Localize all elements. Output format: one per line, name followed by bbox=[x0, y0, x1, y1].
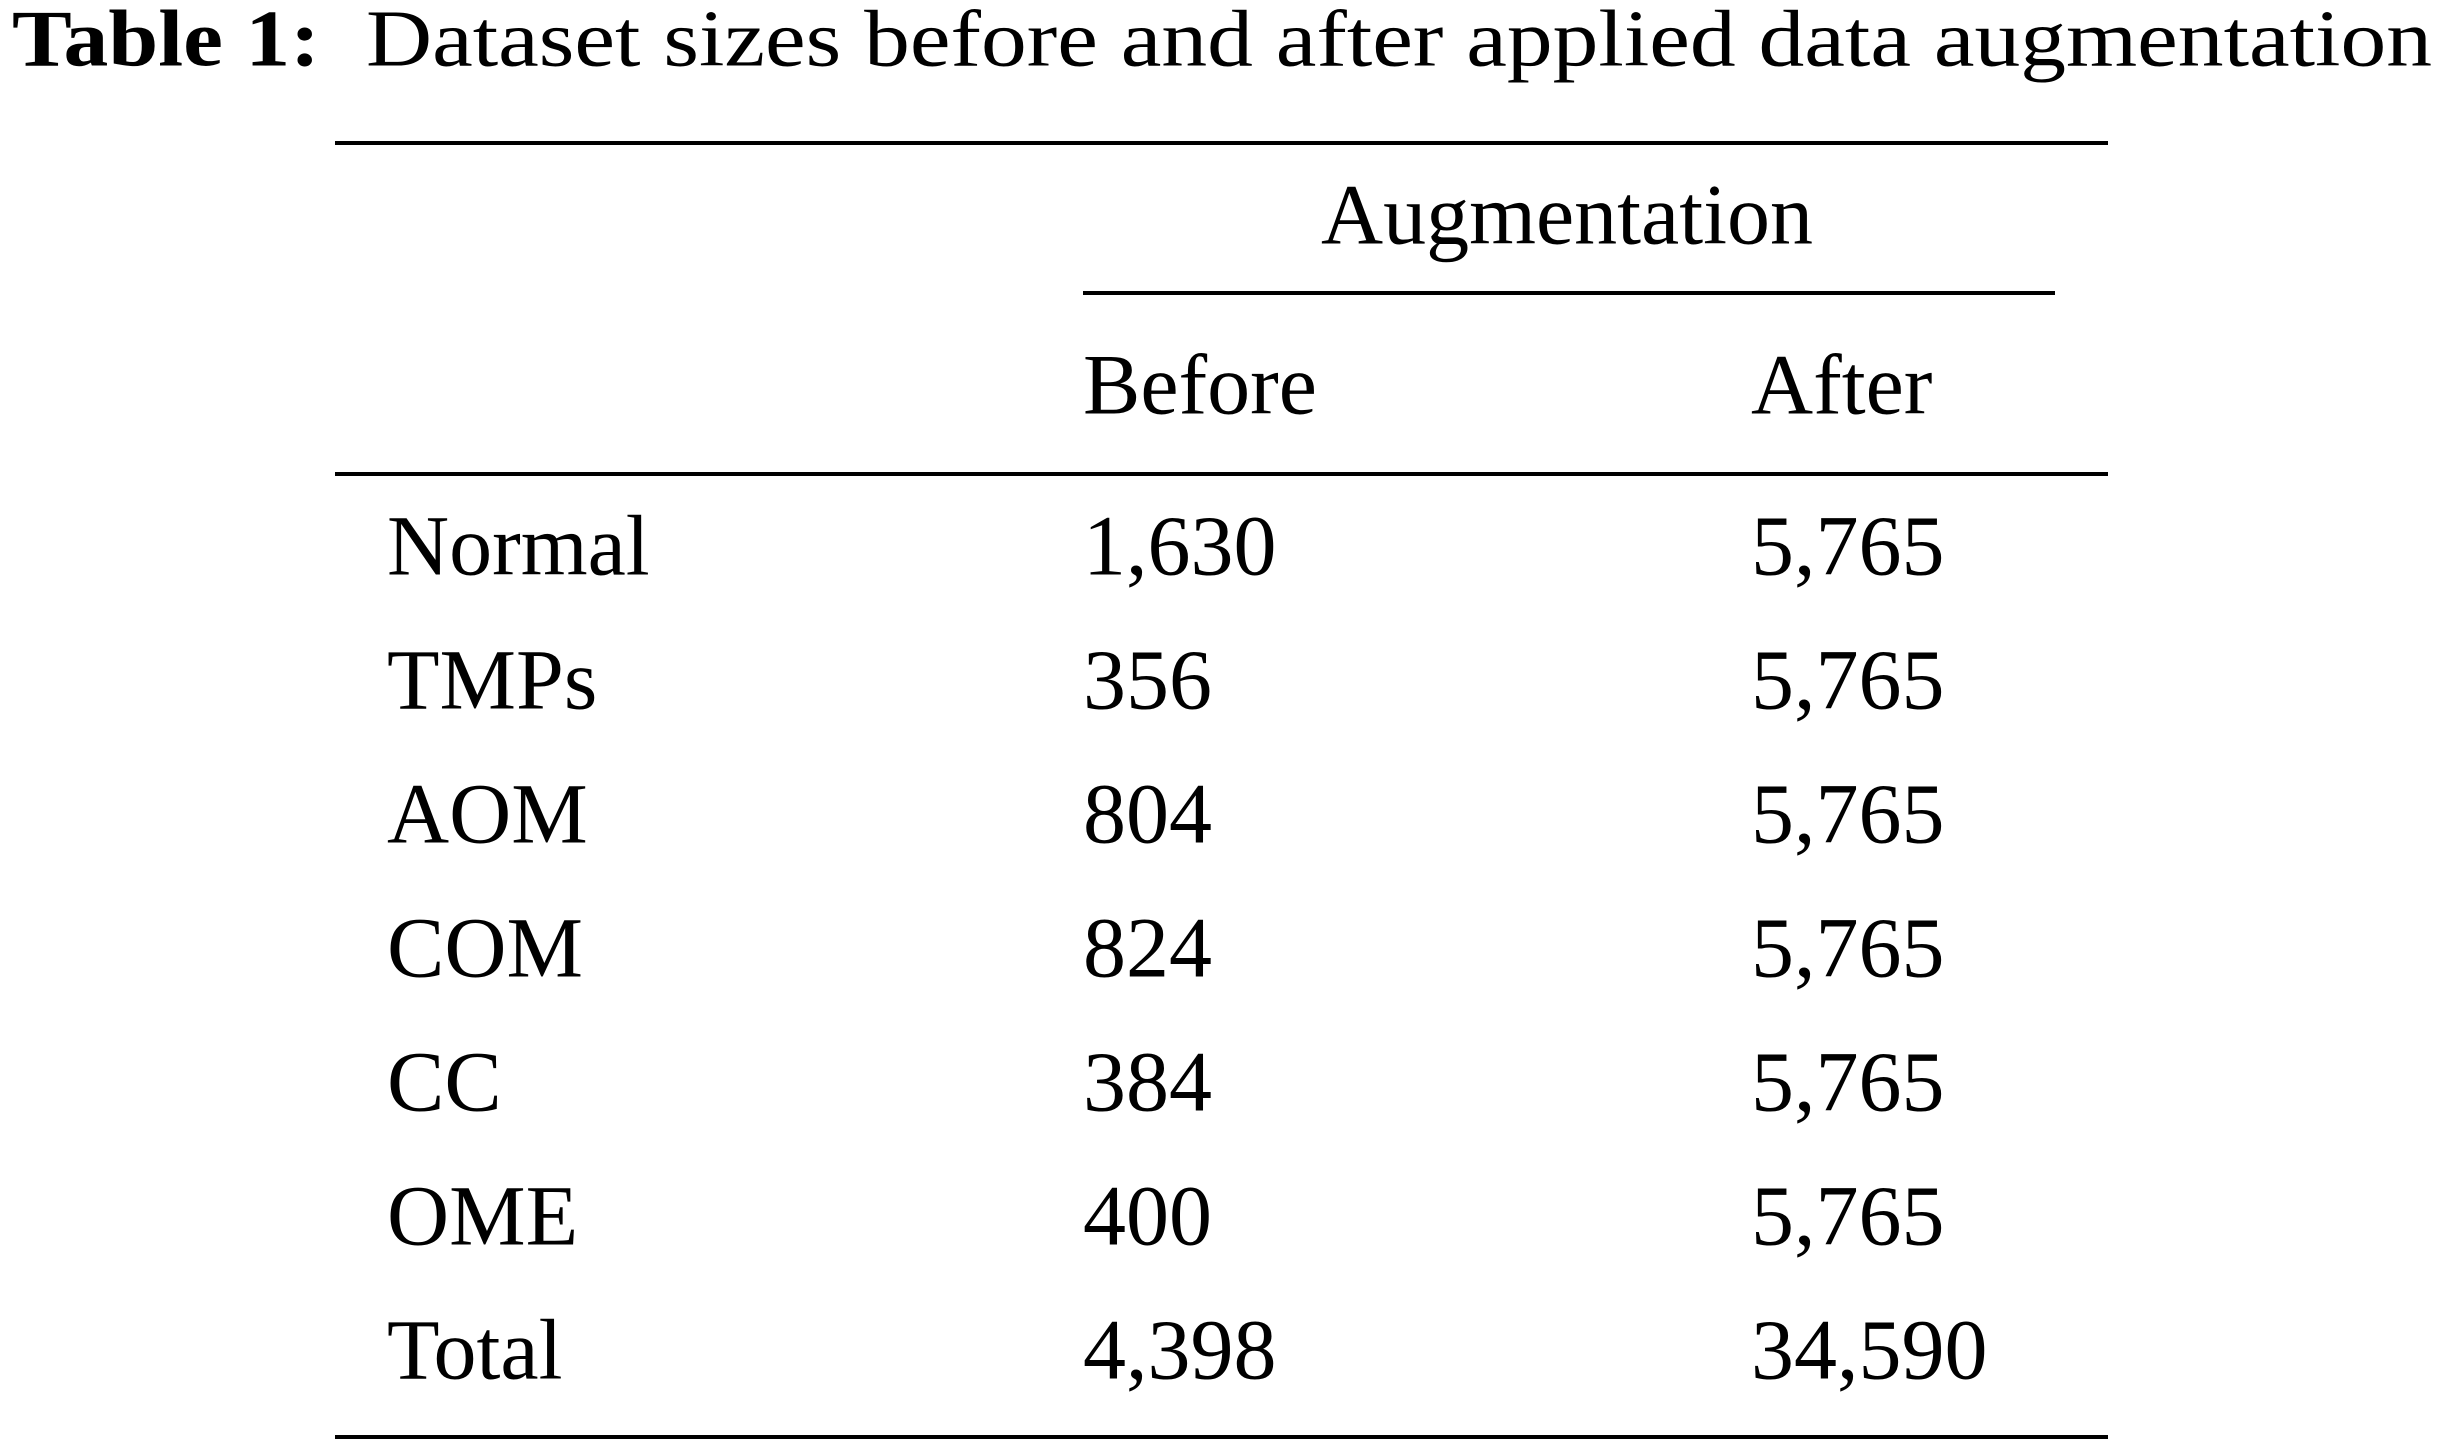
cell-before: 356 bbox=[1083, 632, 1212, 728]
row-label: CC bbox=[387, 1034, 502, 1130]
cell-before: 804 bbox=[1083, 766, 1212, 862]
cell-after: 5,765 bbox=[1751, 498, 1945, 594]
cell-after: 5,765 bbox=[1751, 766, 1945, 862]
row-label: COM bbox=[387, 900, 583, 996]
row-label: Total bbox=[387, 1302, 563, 1398]
caption-label: Table 1: bbox=[12, 0, 320, 83]
cell-after: 5,765 bbox=[1751, 1034, 1945, 1130]
cell-before: 1,630 bbox=[1083, 498, 1277, 594]
cell-after: 5,765 bbox=[1751, 900, 1945, 996]
cell-after: 5,765 bbox=[1751, 632, 1945, 728]
cell-before: 824 bbox=[1083, 900, 1212, 996]
cell-before: 400 bbox=[1083, 1168, 1212, 1264]
group-header: Augmentation bbox=[1321, 167, 1813, 263]
row-label: Normal bbox=[387, 498, 650, 594]
column-header: Before bbox=[1083, 337, 1317, 433]
row-label: OME bbox=[387, 1168, 578, 1264]
cell-before: 384 bbox=[1083, 1034, 1212, 1130]
cell-after: 34,590 bbox=[1751, 1302, 1988, 1398]
cell-after: 5,765 bbox=[1751, 1168, 1945, 1264]
row-label: AOM bbox=[387, 766, 588, 862]
caption-title: Dataset sizes before and after applied d… bbox=[366, 0, 2432, 83]
column-header: After bbox=[1751, 337, 1932, 433]
cell-before: 4,398 bbox=[1083, 1302, 1277, 1398]
row-label: TMPs bbox=[387, 632, 597, 728]
